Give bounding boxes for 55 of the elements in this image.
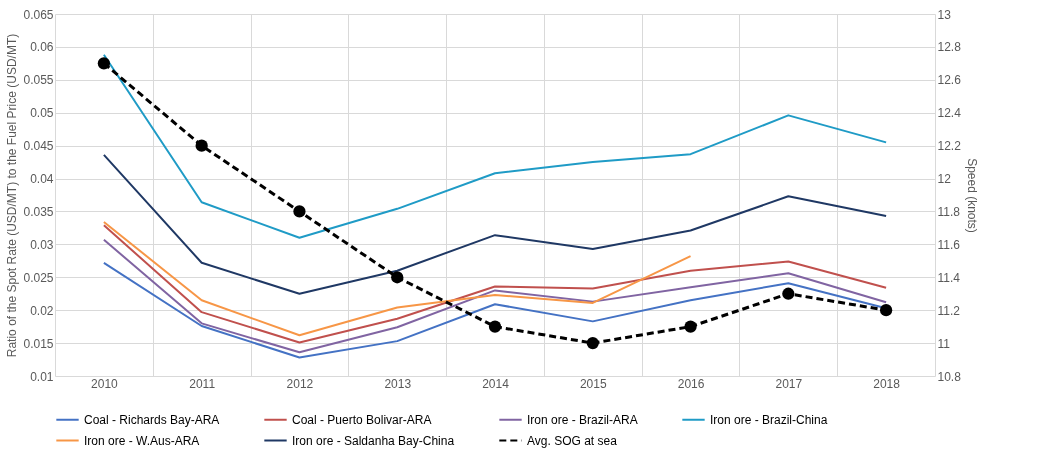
y-tick-label: 0.025	[23, 270, 54, 285]
x-tick-label: 2017	[775, 376, 803, 391]
x-tick-label: 2010	[91, 376, 119, 391]
y-tick-label: 0.05	[30, 106, 54, 121]
line-series	[102, 220, 692, 337]
legend-label: Iron ore - Saldanha Bay-China	[292, 433, 455, 448]
point	[97, 57, 111, 70]
point	[684, 320, 697, 333]
y2-tick-label: 11.4	[937, 270, 961, 285]
y2-tick-label: 12.4	[937, 106, 962, 121]
y2-tick-label: 13	[937, 7, 952, 22]
legend-label: Coal - Puerto Bolivar-ARA	[292, 412, 432, 427]
x-tick-label: 2011	[189, 376, 216, 391]
x-tick-label: 2013	[384, 376, 412, 391]
point	[293, 205, 306, 218]
y-tick-label: 0.045	[23, 139, 54, 154]
y2-axis-title: Speed (knots)	[964, 158, 979, 233]
y-tick-label: 0.03	[30, 237, 54, 252]
legend-label: Avg. SOG at sea	[527, 433, 618, 448]
point	[391, 271, 404, 284]
x-tick-label: 2015	[579, 376, 607, 391]
y-tick-label: 0.035	[23, 204, 54, 219]
legend-label: Iron ore - W.Aus-ARA	[84, 433, 200, 448]
y2-tick-label: 12.6	[937, 73, 962, 88]
y2-tick-label: 10.8	[937, 369, 962, 384]
legend-label: Iron ore - Brazil-ARA	[527, 412, 638, 427]
y-tick-label: 0.055	[23, 73, 54, 88]
line-series	[102, 224, 888, 344]
line-series	[102, 153, 888, 295]
y2-tick-label: 12.8	[937, 40, 962, 55]
legend-label: Coal - Richards Bay-ARA	[84, 412, 220, 427]
line-series	[102, 53, 888, 239]
legend-label: Iron ore - Brazil-China	[710, 412, 828, 427]
y2-tick-label: 11.6	[937, 237, 961, 252]
point	[879, 304, 893, 317]
point	[195, 139, 208, 152]
point	[782, 287, 795, 300]
y-tick-label: 0.065	[23, 7, 54, 22]
x-tick-label: 2014	[482, 376, 510, 391]
x-tick-label: 2016	[677, 376, 705, 391]
y2-tick-label: 11	[937, 336, 951, 351]
point	[586, 336, 599, 350]
y-tick-label: 0.015	[23, 336, 54, 351]
y-axis-title: Ratio of the Spot Rate (USD/MT) to the Fuel Price (USD/MT)	[5, 33, 20, 358]
y-tick-label: 0.01	[30, 369, 54, 384]
y-tick-label: 0.04	[30, 172, 54, 187]
y-tick-label: 0.06	[30, 40, 54, 55]
y2-tick-label: 12.2	[937, 139, 962, 154]
x-tick-label: 2012	[286, 376, 314, 391]
y2-tick-label: 11.8	[937, 204, 961, 219]
y2-tick-label: 11.2	[937, 303, 961, 318]
y2-tick-label: 12	[937, 172, 952, 187]
x-tick-label: 2018	[873, 376, 901, 391]
y-tick-label: 0.02	[30, 303, 54, 318]
point	[488, 320, 502, 333]
